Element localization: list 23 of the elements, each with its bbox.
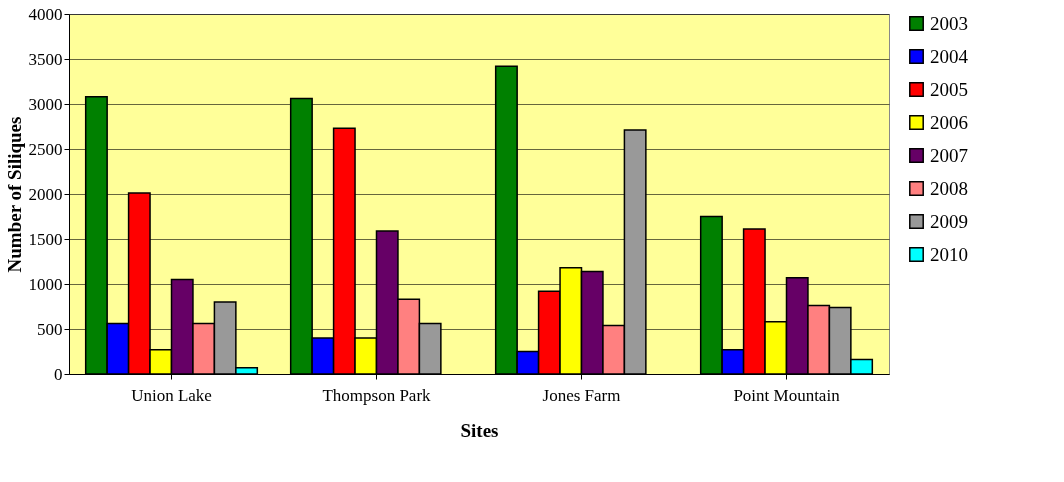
y-tick-label: 2000 <box>28 184 63 204</box>
legend-label: 2010 <box>930 243 968 265</box>
y-tick-label: 3000 <box>28 94 63 114</box>
y-axis-title: Number of Siliques <box>3 116 25 273</box>
y-tick-label: 1500 <box>28 229 63 249</box>
y-tick-label: 4000 <box>28 4 63 24</box>
legend-label: 2009 <box>930 210 968 232</box>
legend-label: 2007 <box>930 144 968 166</box>
legend-label: 2005 <box>930 78 968 100</box>
legend-label: 2008 <box>930 177 968 199</box>
x-tick-label: Point Mountain <box>733 385 841 405</box>
x-tick-label: Thompson Park <box>322 385 432 405</box>
y-tick-label: 500 <box>37 319 63 339</box>
x-tick-label: Union Lake <box>131 385 212 405</box>
legend-label: 2004 <box>930 45 969 67</box>
legend-label: 2006 <box>930 111 968 133</box>
y-tick-label: 0 <box>54 364 63 384</box>
x-tick-label: Jones Farm <box>542 385 621 405</box>
y-tick-label: 2500 <box>28 139 63 159</box>
legend-label: 2003 <box>930 12 968 34</box>
y-tick-label: 1000 <box>28 274 63 294</box>
x-axis-title: Sites <box>460 419 499 441</box>
y-tick-label: 3500 <box>28 49 63 69</box>
